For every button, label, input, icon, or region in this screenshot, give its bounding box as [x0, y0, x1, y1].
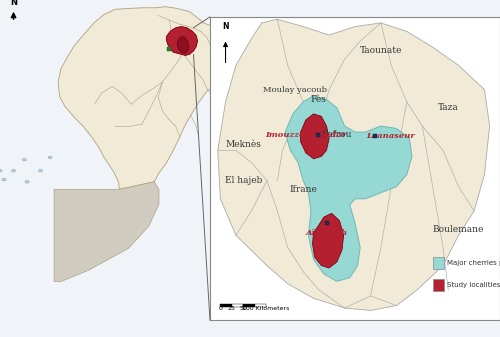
Text: Ifrane: Ifrane [290, 185, 317, 194]
Text: 0: 0 [218, 306, 222, 311]
Text: 100 Kilometers: 100 Kilometers [242, 306, 290, 311]
Text: 50: 50 [240, 306, 247, 311]
Text: 25: 25 [228, 306, 235, 311]
Text: Moulay yacoub: Moulay yacoub [264, 86, 328, 94]
Text: Taounate: Taounate [360, 46, 402, 55]
Text: N: N [222, 22, 229, 31]
Text: Major cherries producing provinces: Major cherries producing provinces [446, 260, 500, 266]
Ellipse shape [25, 181, 29, 183]
Text: Taza: Taza [438, 103, 458, 112]
Text: N: N [10, 0, 17, 7]
Polygon shape [312, 213, 344, 268]
Polygon shape [218, 19, 489, 310]
Text: Fès: Fès [311, 95, 326, 104]
Text: Boulemane: Boulemane [433, 225, 484, 234]
Text: Imouzzer Kandar: Imouzzer Kandar [266, 130, 346, 139]
Text: Laanaseur: Laanaseur [366, 132, 414, 140]
Ellipse shape [2, 178, 6, 181]
Text: Meknès: Meknès [226, 140, 262, 149]
Polygon shape [58, 7, 220, 189]
Bar [432, 257, 444, 269]
Ellipse shape [22, 158, 26, 161]
Ellipse shape [12, 170, 16, 172]
Ellipse shape [48, 156, 52, 159]
Polygon shape [166, 27, 198, 55]
Polygon shape [54, 182, 159, 282]
Ellipse shape [0, 170, 2, 172]
Polygon shape [300, 114, 329, 159]
Bar [432, 279, 444, 291]
Text: El hajeb: El hajeb [225, 176, 262, 185]
Polygon shape [177, 37, 188, 53]
Text: Study localities: Study localities [446, 282, 500, 288]
Text: Aïn Leuh: Aïn Leuh [306, 229, 348, 237]
Text: Sefrou: Sefrou [322, 130, 352, 139]
Polygon shape [285, 96, 412, 281]
Ellipse shape [38, 170, 42, 172]
